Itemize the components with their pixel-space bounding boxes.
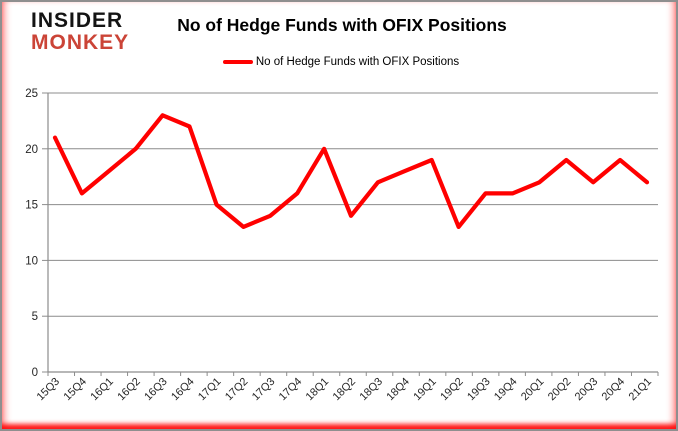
x-tick-label-21Q1: 21Q1: [627, 376, 655, 404]
x-tick-label-16Q1: 16Q1: [88, 376, 116, 404]
x-tick-label-20Q3: 20Q3: [573, 376, 601, 404]
x-tick-label-16Q3: 16Q3: [142, 376, 170, 404]
x-tick-label-16Q2: 16Q2: [115, 376, 143, 404]
legend-line-marker: [222, 60, 253, 64]
x-tick-label-17Q3: 17Q3: [250, 376, 278, 404]
y-tick-label-0: 0: [32, 367, 38, 379]
x-tick-label-20Q1: 20Q1: [519, 376, 547, 404]
chart-title: No of Hedge Funds with OFIX Positions: [177, 15, 507, 35]
x-tick-label-17Q4: 17Q4: [277, 376, 305, 404]
x-tick-label-18Q1: 18Q1: [304, 376, 332, 404]
x-tick-label-15Q4: 15Q4: [62, 376, 90, 404]
x-tick-label-18Q2: 18Q2: [331, 376, 359, 404]
y-tick-label-15: 15: [25, 200, 38, 212]
logo-text-insider: INSIDER: [31, 9, 124, 32]
x-tick-label-17Q2: 17Q2: [223, 376, 251, 404]
y-tick-label-5: 5: [32, 311, 38, 323]
y-tick-label-25: 25: [25, 88, 38, 100]
y-tick-label-20: 20: [25, 144, 38, 156]
legend-label: No of Hedge Funds with OFIX Positions: [255, 56, 460, 68]
y-tick-label-10: 10: [25, 255, 38, 267]
logo-text-monkey: MONKEY: [31, 31, 130, 54]
x-tick-label-19Q4: 19Q4: [492, 376, 520, 404]
insider-monkey-logo: INSIDER MONKEY: [31, 10, 129, 54]
x-tick-label-15Q3: 15Q3: [35, 376, 63, 404]
x-tick-label-16Q4: 16Q4: [169, 376, 197, 404]
x-tick-label-18Q4: 18Q4: [384, 376, 412, 404]
x-tick-label-19Q2: 19Q2: [438, 376, 466, 404]
x-tick-label-19Q3: 19Q3: [465, 376, 493, 404]
series-line: [52, 113, 650, 229]
x-tick-label-18Q3: 18Q3: [358, 376, 386, 404]
x-tick-label-20Q2: 20Q2: [546, 376, 574, 404]
x-tick-label-20Q4: 20Q4: [600, 376, 628, 404]
x-tick-label-17Q1: 17Q1: [196, 376, 224, 404]
x-tick-label-19Q1: 19Q1: [411, 376, 439, 404]
chart-legend: No of Hedge Funds with OFIX Positions: [2, 56, 676, 68]
